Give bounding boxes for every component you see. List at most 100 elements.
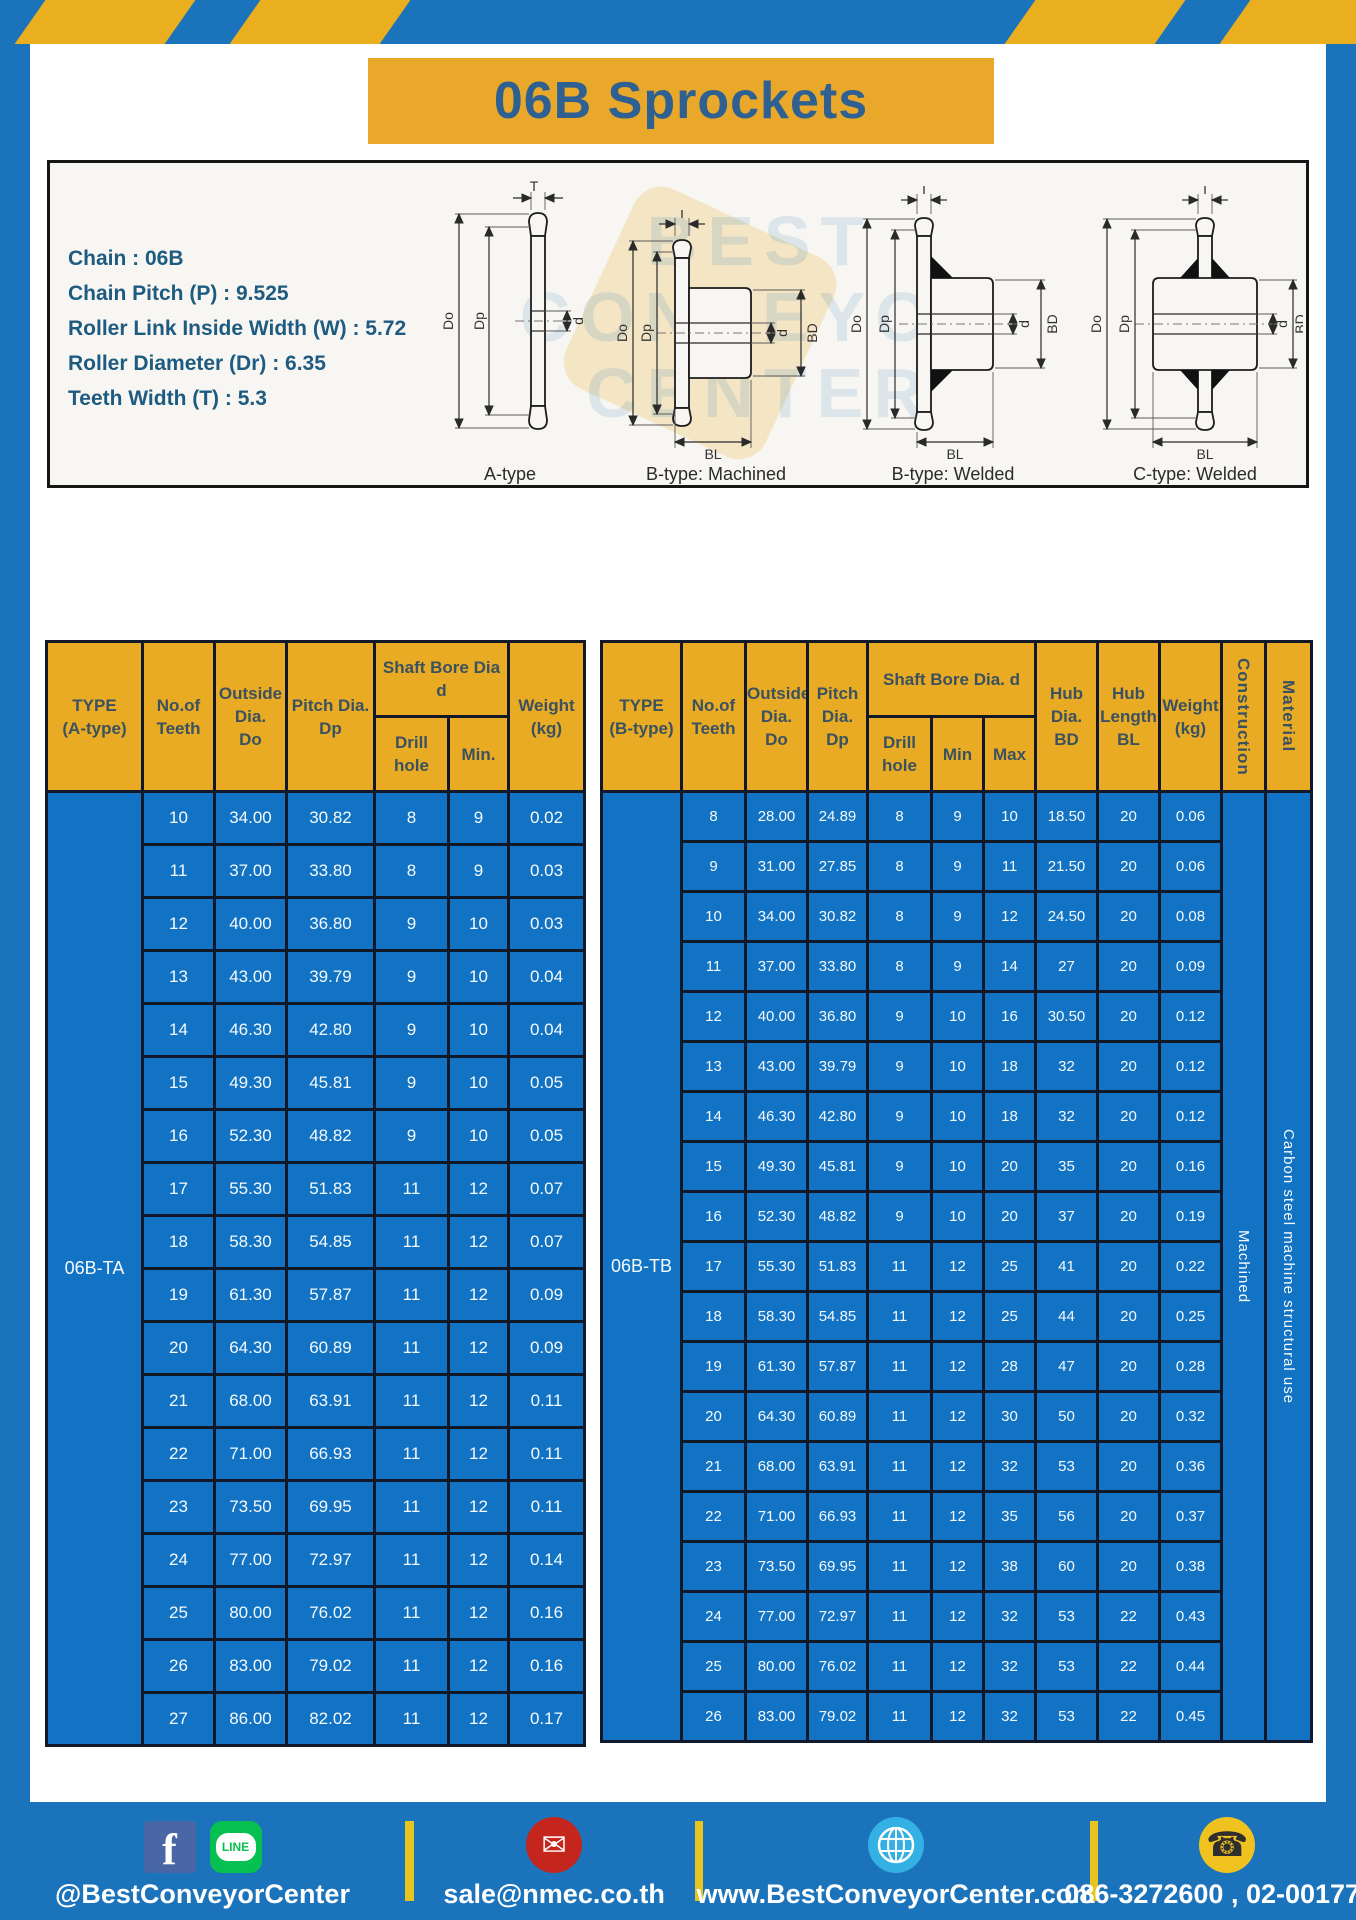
- table-cell: 19: [141, 1267, 216, 1323]
- table-cell: 0.43: [1158, 1590, 1223, 1643]
- diagram-b-type-welded: T Do Dp d BD: [847, 186, 1059, 485]
- table-cell: 24.89: [806, 790, 869, 843]
- email-address[interactable]: sale@nmec.co.th: [443, 1879, 665, 1909]
- table-cell: 69.95: [285, 1479, 376, 1535]
- col-header-max: Max: [982, 715, 1037, 793]
- table-cell: 13: [141, 949, 216, 1005]
- table-cell: 9: [447, 843, 510, 899]
- stripe-decoration: [1000, 0, 1190, 44]
- table-cell: 20: [1096, 1140, 1161, 1193]
- footer-phone-group: ☎ 086-3272600 , 02-0017766: [1064, 1802, 1356, 1920]
- table-cell: 12: [930, 1690, 985, 1743]
- table-cell: 54.85: [806, 1290, 869, 1343]
- table-cell: 25: [680, 1640, 747, 1693]
- top-border-bar: [0, 0, 1356, 44]
- table-cell: 45.81: [285, 1055, 376, 1111]
- table-cell: 51.83: [806, 1240, 869, 1293]
- table-row: 20 64.30 60.89 11 12 0.09: [47, 1320, 586, 1376]
- table-cell: 71.00: [213, 1426, 288, 1482]
- table-cell: 32: [1034, 1090, 1099, 1143]
- table-cell: 8: [866, 840, 933, 893]
- table-cell: 12: [930, 1490, 985, 1543]
- page-title: 06B Sprockets: [493, 72, 869, 130]
- table-row: 25 80.00 76.02 11 12 0.16: [47, 1585, 586, 1641]
- table-cell: 86.00: [213, 1691, 288, 1747]
- col-header-hub-length: Hub Length BL: [1096, 640, 1161, 793]
- table-cell: 9: [866, 1040, 933, 1093]
- table-cell: 0.12: [1158, 990, 1223, 1043]
- table-cell: 46.30: [213, 1002, 288, 1058]
- website-url[interactable]: www.BestConveyorCenter.com: [696, 1879, 1097, 1909]
- phone-numbers[interactable]: 086-3272600 , 02-0017766: [1064, 1879, 1356, 1909]
- line-icon-bubble: LINE: [215, 1833, 256, 1861]
- dim-dp: Dp: [471, 312, 487, 330]
- a-type-drawing: T Do Dp d: [440, 180, 585, 430]
- table-cell: 18.50: [1034, 790, 1099, 843]
- stripe-decoration: [1215, 0, 1356, 44]
- table-cell: 0.12: [1158, 1040, 1223, 1093]
- col-header-min: Min: [930, 715, 985, 793]
- table-cell: 61.30: [213, 1267, 288, 1323]
- table-cell: 33.80: [806, 940, 869, 993]
- table-cell: 20: [1096, 790, 1161, 843]
- stripe-decoration: [225, 0, 415, 44]
- table-cell: 15: [141, 1055, 216, 1111]
- table-cell: 40.00: [744, 990, 809, 1043]
- table-cell: 53: [1034, 1690, 1099, 1743]
- table-cell: 9: [373, 896, 450, 952]
- table-cell: 9: [373, 949, 450, 1005]
- table-cell: 27: [141, 1691, 216, 1747]
- table-cell: 10: [447, 1108, 510, 1164]
- table-cell: 22: [141, 1426, 216, 1482]
- table-cell: 20: [1096, 840, 1161, 893]
- table-row: 21 68.00 63.91 11 12 32 53 20 0.36: [602, 1440, 1312, 1493]
- table-cell: 0.16: [507, 1638, 586, 1694]
- col-header-drill: Drill hole: [373, 715, 450, 793]
- table-row: 11 37.00 33.80 8 9 14 27 20 0.09: [602, 940, 1312, 993]
- spec-line-width: Roller Link Inside Width (W) : 5.72: [68, 317, 407, 340]
- table-cell: 0.02: [507, 790, 586, 846]
- globe-icon: [868, 1817, 925, 1873]
- table-cell: 0.25: [1158, 1290, 1223, 1343]
- table-cell: 18: [982, 1090, 1037, 1143]
- table-row: 16 52.30 48.82 9 10 0.05: [47, 1108, 586, 1164]
- table-cell: 12: [680, 990, 747, 1043]
- table-cell: 58.30: [213, 1214, 288, 1270]
- table-cell: 0.11: [507, 1479, 586, 1535]
- table-cell: 9: [930, 940, 985, 993]
- table-cell: 14: [680, 1090, 747, 1143]
- table-cell: 76.02: [285, 1585, 376, 1641]
- col-header-teeth: No.of Teeth: [141, 640, 216, 793]
- table-cell: 49.30: [744, 1140, 809, 1193]
- table-cell: 12: [447, 1373, 510, 1429]
- table-cell: 60: [1034, 1540, 1099, 1593]
- table-cell: 12: [447, 1161, 510, 1217]
- table-cell: 12: [930, 1440, 985, 1493]
- table-cell: 0.06: [1158, 790, 1223, 843]
- table-cell: 0.44: [1158, 1640, 1223, 1693]
- table-row: 15 49.30 45.81 9 10 0.05: [47, 1055, 586, 1111]
- table-row: 27 86.00 82.02 11 12 0.17: [47, 1691, 586, 1747]
- table-cell: 60.89: [285, 1320, 376, 1376]
- table-row: 17 55.30 51.83 11 12 0.07: [47, 1161, 586, 1217]
- table-cell: 16: [982, 990, 1037, 1043]
- col-header-weight: Weight (kg): [1158, 640, 1223, 793]
- table-cell: 73.50: [213, 1479, 288, 1535]
- col-header-shaft-bore: Shaft Bore Dia d: [373, 640, 510, 718]
- table-cell: 28.00: [744, 790, 809, 843]
- social-handle[interactable]: @BestConveyorCenter: [55, 1879, 350, 1909]
- table-cell: 9: [930, 890, 985, 943]
- table-cell: 11: [373, 1373, 450, 1429]
- dim-d: d: [1016, 320, 1032, 328]
- table-cell: 53: [1034, 1440, 1099, 1493]
- col-header-pitch: Pitch Dia. Dp: [285, 640, 376, 793]
- table-cell: 0.07: [507, 1214, 586, 1270]
- table-cell: 51.83: [285, 1161, 376, 1217]
- table-cell: 25: [982, 1290, 1037, 1343]
- dim-t: T: [920, 186, 929, 197]
- table-row: 23 73.50 69.95 11 12 38 60 20 0.38: [602, 1540, 1312, 1593]
- table-cell: 30.50: [1034, 990, 1099, 1043]
- table-cell: 0.22: [1158, 1240, 1223, 1293]
- table-cell: 42.80: [285, 1002, 376, 1058]
- table-cell: 20: [982, 1190, 1037, 1243]
